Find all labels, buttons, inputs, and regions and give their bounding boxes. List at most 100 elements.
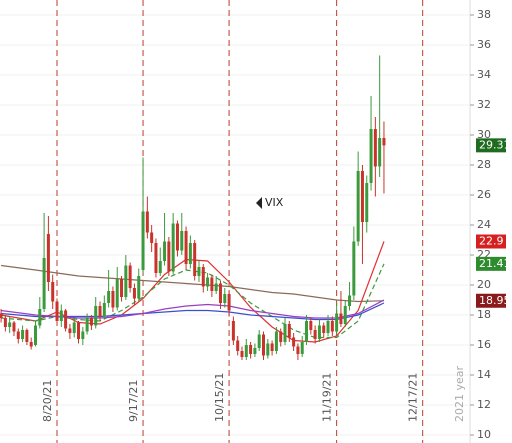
- candle-body: [154, 243, 158, 273]
- candle-body: [348, 295, 352, 306]
- candle-body: [378, 138, 382, 167]
- candle-body: [223, 294, 227, 303]
- price-tag-label: 22.9: [479, 235, 504, 248]
- candle-body: [296, 346, 300, 354]
- moving-average: [0, 299, 385, 319]
- y-tick-label: 14: [477, 368, 491, 381]
- candle-body: [128, 265, 132, 288]
- candle-body: [305, 321, 309, 342]
- candle-body: [257, 334, 261, 348]
- price-tag: [476, 256, 506, 271]
- candle-body: [266, 343, 270, 356]
- candle-body: [188, 243, 192, 264]
- y-tick-label: 30: [477, 128, 491, 141]
- candle-body: [360, 171, 364, 222]
- candle-body: [227, 294, 231, 311]
- candle-body: [244, 345, 248, 357]
- candle-body: [29, 342, 33, 347]
- candle-body: [240, 351, 244, 357]
- candle-body: [309, 321, 313, 330]
- y-tick-label: 28: [477, 158, 491, 171]
- candle-body: [175, 223, 179, 251]
- candle-body: [38, 309, 42, 326]
- price-tag-label: 18.95: [479, 294, 511, 307]
- candle-body: [180, 231, 184, 251]
- moving-average: [1, 302, 385, 321]
- y-tick-label: 12: [477, 398, 491, 411]
- candle-body: [46, 234, 50, 282]
- candle-body: [51, 282, 55, 302]
- candle-body: [77, 322, 81, 339]
- price-tag-label: 29.31: [479, 138, 511, 151]
- candle-body: [107, 291, 111, 303]
- candle-body: [89, 318, 93, 326]
- candle-body: [330, 321, 334, 332]
- candle-body: [382, 138, 386, 146]
- candle-body: [201, 267, 205, 287]
- candle-body: [184, 231, 188, 264]
- candle-body: [102, 303, 106, 317]
- candle-body: [25, 330, 29, 342]
- x-tick-label: 12/17/21: [407, 373, 420, 422]
- candle-body: [158, 261, 162, 273]
- candle-body: [262, 334, 266, 356]
- candle-body: [193, 243, 197, 276]
- candle-body: [339, 313, 343, 324]
- candle-body: [274, 331, 278, 351]
- candle-body: [72, 322, 76, 333]
- x-axis-label: 2021 year: [453, 365, 466, 422]
- candle-body: [55, 301, 59, 321]
- annotation: VIX: [265, 196, 284, 209]
- candle-body: [167, 241, 171, 272]
- candle-body: [283, 324, 287, 342]
- annotation-marker: [256, 197, 262, 209]
- candle-body: [59, 310, 63, 321]
- candle-body: [343, 306, 347, 324]
- candle-body: [98, 306, 102, 317]
- moving-average: [0, 241, 385, 343]
- candle-body: [356, 171, 360, 242]
- price-tag: [476, 293, 506, 308]
- candle-body: [111, 291, 115, 308]
- candle-body: [64, 310, 68, 329]
- price-tag-label: 21.41: [479, 257, 511, 270]
- candle-body: [21, 330, 25, 339]
- candle-body: [317, 325, 321, 339]
- candle-body: [214, 283, 218, 291]
- y-tick-label: 34: [477, 68, 491, 81]
- candle-body: [279, 331, 283, 342]
- candle-body: [141, 211, 145, 270]
- candle-body: [0, 313, 3, 318]
- candle-body: [145, 211, 149, 233]
- candle-body: [197, 267, 201, 276]
- candle-body: [132, 288, 136, 299]
- moving-average: [1, 263, 385, 339]
- y-tick-label: 16: [477, 338, 491, 351]
- y-tick-label: 24: [477, 218, 491, 231]
- candle-body: [150, 232, 154, 243]
- candle-body: [85, 318, 89, 332]
- candle-body: [137, 276, 141, 299]
- candle-body: [322, 325, 326, 333]
- y-tick-label: 38: [477, 8, 491, 21]
- candle-body: [33, 325, 37, 345]
- candle-body: [365, 183, 369, 222]
- candle-body: [326, 321, 330, 333]
- candle-body: [12, 322, 16, 332]
- candle-body: [236, 340, 240, 351]
- price-tag: [476, 138, 506, 153]
- candle-body: [8, 322, 12, 327]
- y-tick-label: 26: [477, 188, 491, 201]
- candle-body: [42, 258, 46, 309]
- candle-body: [270, 343, 274, 351]
- candle-body: [300, 342, 304, 354]
- y-tick-label: 18: [477, 308, 491, 321]
- x-tick-label: 11/19/21: [321, 373, 334, 422]
- x-tick-label: 10/15/21: [213, 373, 226, 422]
- y-tick-label: 32: [477, 98, 491, 111]
- candle-body: [352, 241, 356, 296]
- candle-body: [335, 313, 339, 332]
- candle-body: [163, 241, 167, 261]
- candle-body: [3, 318, 7, 327]
